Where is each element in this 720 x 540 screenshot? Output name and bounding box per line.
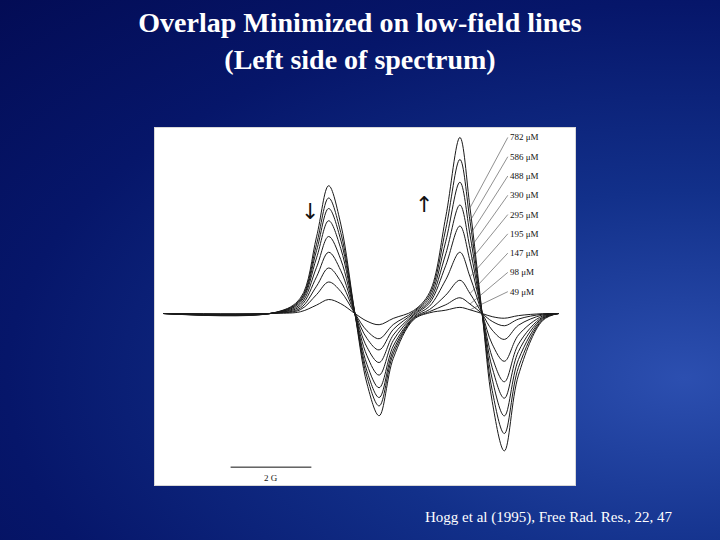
svg-text:↑: ↑ (415, 192, 433, 217)
svg-text:Overlap Minimized on low-field: Overlap Minimized on low-field lines(Lef… (138, 7, 581, 74)
svg-text:586 μM: 586 μM (510, 152, 539, 162)
svg-text:295 μM: 295 μM (510, 210, 539, 220)
svg-text:98 μM: 98 μM (510, 267, 534, 277)
svg-text:488 μM: 488 μM (510, 171, 539, 181)
svg-text:195 μM: 195 μM (510, 229, 539, 239)
svg-text:147 μM: 147 μM (510, 248, 539, 258)
svg-text:49 μM: 49 μM (510, 287, 534, 297)
svg-text:↓: ↓ (301, 199, 319, 224)
svg-text:390 μM: 390 μM (510, 190, 539, 200)
svg-text:Hogg et al (1995), Free Rad. R: Hogg et al (1995), Free Rad. Res., 22, 4… (425, 509, 673, 526)
svg-text:2 G: 2 G (264, 473, 278, 483)
svg-text:782 μM: 782 μM (510, 132, 539, 142)
